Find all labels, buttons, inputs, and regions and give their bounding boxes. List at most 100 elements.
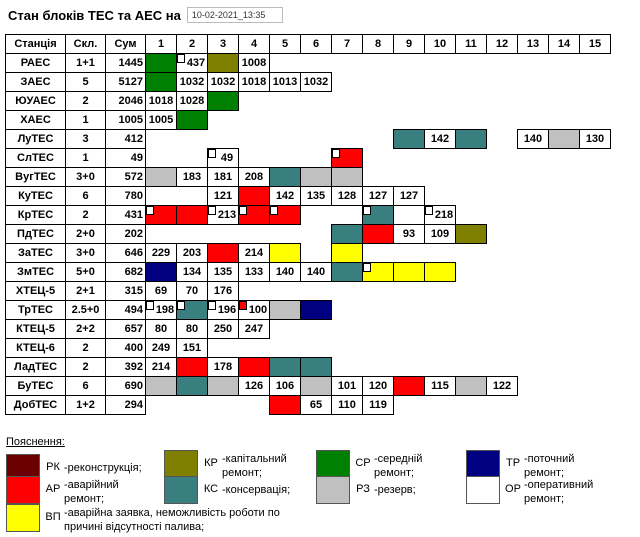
unit-empty: [239, 149, 270, 168]
unit-empty: [487, 111, 518, 130]
split-marker: [363, 206, 371, 215]
unit-value: 142: [430, 133, 450, 145]
station-composition: 1: [65, 148, 106, 168]
unit-cell: [238, 205, 270, 225]
table-row: ПдТЕС 2+0 202 93 109: [5, 224, 611, 244]
unit-empty: [177, 187, 208, 206]
unit-cell: 1032: [176, 72, 208, 92]
unit-cell: [362, 224, 394, 244]
station-composition: 2+1: [65, 281, 106, 301]
unit-empty: [363, 149, 394, 168]
unit-empty: [301, 339, 332, 358]
station-name: КрТЕС: [5, 205, 66, 225]
status-table: Станція Скл. Сум 1 2 3 4 5 6 7 8 9 10 11 12 13 14 15 РАЕС…: [5, 34, 611, 415]
unit-empty: [301, 244, 332, 263]
unit-cell: 1005: [145, 110, 177, 130]
unit-cell: 49: [207, 148, 239, 168]
unit-empty: [177, 225, 208, 244]
table-row: КрТЕС 2 431 213 218: [5, 205, 611, 225]
unit-empty: [394, 244, 425, 263]
station-name: ВугТЕС: [5, 167, 66, 187]
station-name: ПдТЕС: [5, 224, 66, 244]
station-sum: 202: [105, 224, 146, 244]
legend-code: АР: [45, 483, 61, 495]
unit-empty: [549, 187, 580, 206]
station-sum: 49: [105, 148, 146, 168]
unit-empty: [425, 320, 456, 339]
unit-value: 140: [275, 266, 295, 278]
unit-value: 151: [182, 342, 202, 354]
datetime-input[interactable]: 10-02-2021_13:35: [186, 7, 283, 23]
unit-empty: [394, 111, 425, 130]
unit-empty: [580, 168, 611, 187]
unit-empty: [518, 263, 549, 282]
station-name: ЗмТЕС: [5, 262, 66, 282]
legend: Пояснення: РК -реконструкція; КР -капіта…: [6, 436, 634, 536]
station-name: ЛадТЕС: [5, 357, 66, 377]
legend-code: ОР: [505, 483, 521, 495]
unit-empty: [146, 130, 177, 149]
unit-value: 135: [213, 266, 233, 278]
split-marker: [177, 301, 185, 310]
unit-cell: 100: [238, 300, 270, 320]
unit-cell: [176, 110, 208, 130]
unit-cell: [207, 91, 239, 111]
unit-empty: [270, 92, 301, 111]
unit-empty: [363, 92, 394, 111]
unit-empty: [580, 301, 611, 320]
unit-empty: [270, 149, 301, 168]
unit-value: 196: [217, 304, 237, 316]
unit-value: 69: [154, 285, 168, 297]
unit-cell: [145, 53, 177, 73]
station-composition: 2: [65, 338, 106, 358]
unit-value: 93: [402, 228, 416, 240]
unit-empty: [487, 92, 518, 111]
column-header: Скл.: [65, 34, 106, 54]
split-marker: [146, 301, 154, 310]
unit-empty: [301, 225, 332, 244]
datetime-value: 10-02-2021_13:35: [191, 10, 266, 20]
column-header: 5: [269, 34, 301, 54]
unit-cell: 133: [238, 262, 270, 282]
unit-empty: [301, 111, 332, 130]
unit-empty: [549, 339, 580, 358]
unit-cell: [269, 243, 301, 263]
station-sum: 1445: [105, 53, 146, 73]
unit-value: 65: [309, 399, 323, 411]
unit-cell: [548, 129, 580, 149]
unit-empty: [549, 111, 580, 130]
unit-empty: [425, 168, 456, 187]
unit-empty: [518, 244, 549, 263]
station-composition: 3: [65, 129, 106, 149]
unit-cell: [269, 300, 301, 320]
unit-empty: [394, 282, 425, 301]
unit-empty: [239, 111, 270, 130]
unit-cell: 80: [145, 319, 177, 339]
unit-value: 126: [244, 380, 264, 392]
unit-cell: 140: [269, 262, 301, 282]
header: Стан блоків ТЕС та АЕС на 10-02-2021_13:…: [8, 4, 283, 26]
unit-cell: 135: [300, 186, 332, 206]
unit-empty: [456, 244, 487, 263]
unit-empty: [394, 396, 425, 415]
station-sum: 5127: [105, 72, 146, 92]
unit-cell: 249: [145, 338, 177, 358]
station-sum: 1005: [105, 110, 146, 130]
unit-value: 101: [337, 380, 357, 392]
unit-empty: [301, 130, 332, 149]
unit-cell: 214: [145, 357, 177, 377]
unit-cell: 70: [176, 281, 208, 301]
unit-empty: [580, 339, 611, 358]
unit-cell: [393, 129, 425, 149]
unit-empty: [239, 282, 270, 301]
station-name: ЗАЕС: [5, 72, 66, 92]
unit-cell: 119: [362, 395, 394, 415]
unit-value: 214: [151, 361, 171, 373]
unit-empty: [239, 225, 270, 244]
unit-cell: [176, 376, 208, 396]
split-marker: [270, 206, 278, 215]
station-composition: 6: [65, 186, 106, 206]
table-row: ДобТЕС 1+2 294 65 110 119: [5, 395, 611, 415]
unit-value: 1028: [179, 95, 205, 107]
unit-empty: [208, 225, 239, 244]
